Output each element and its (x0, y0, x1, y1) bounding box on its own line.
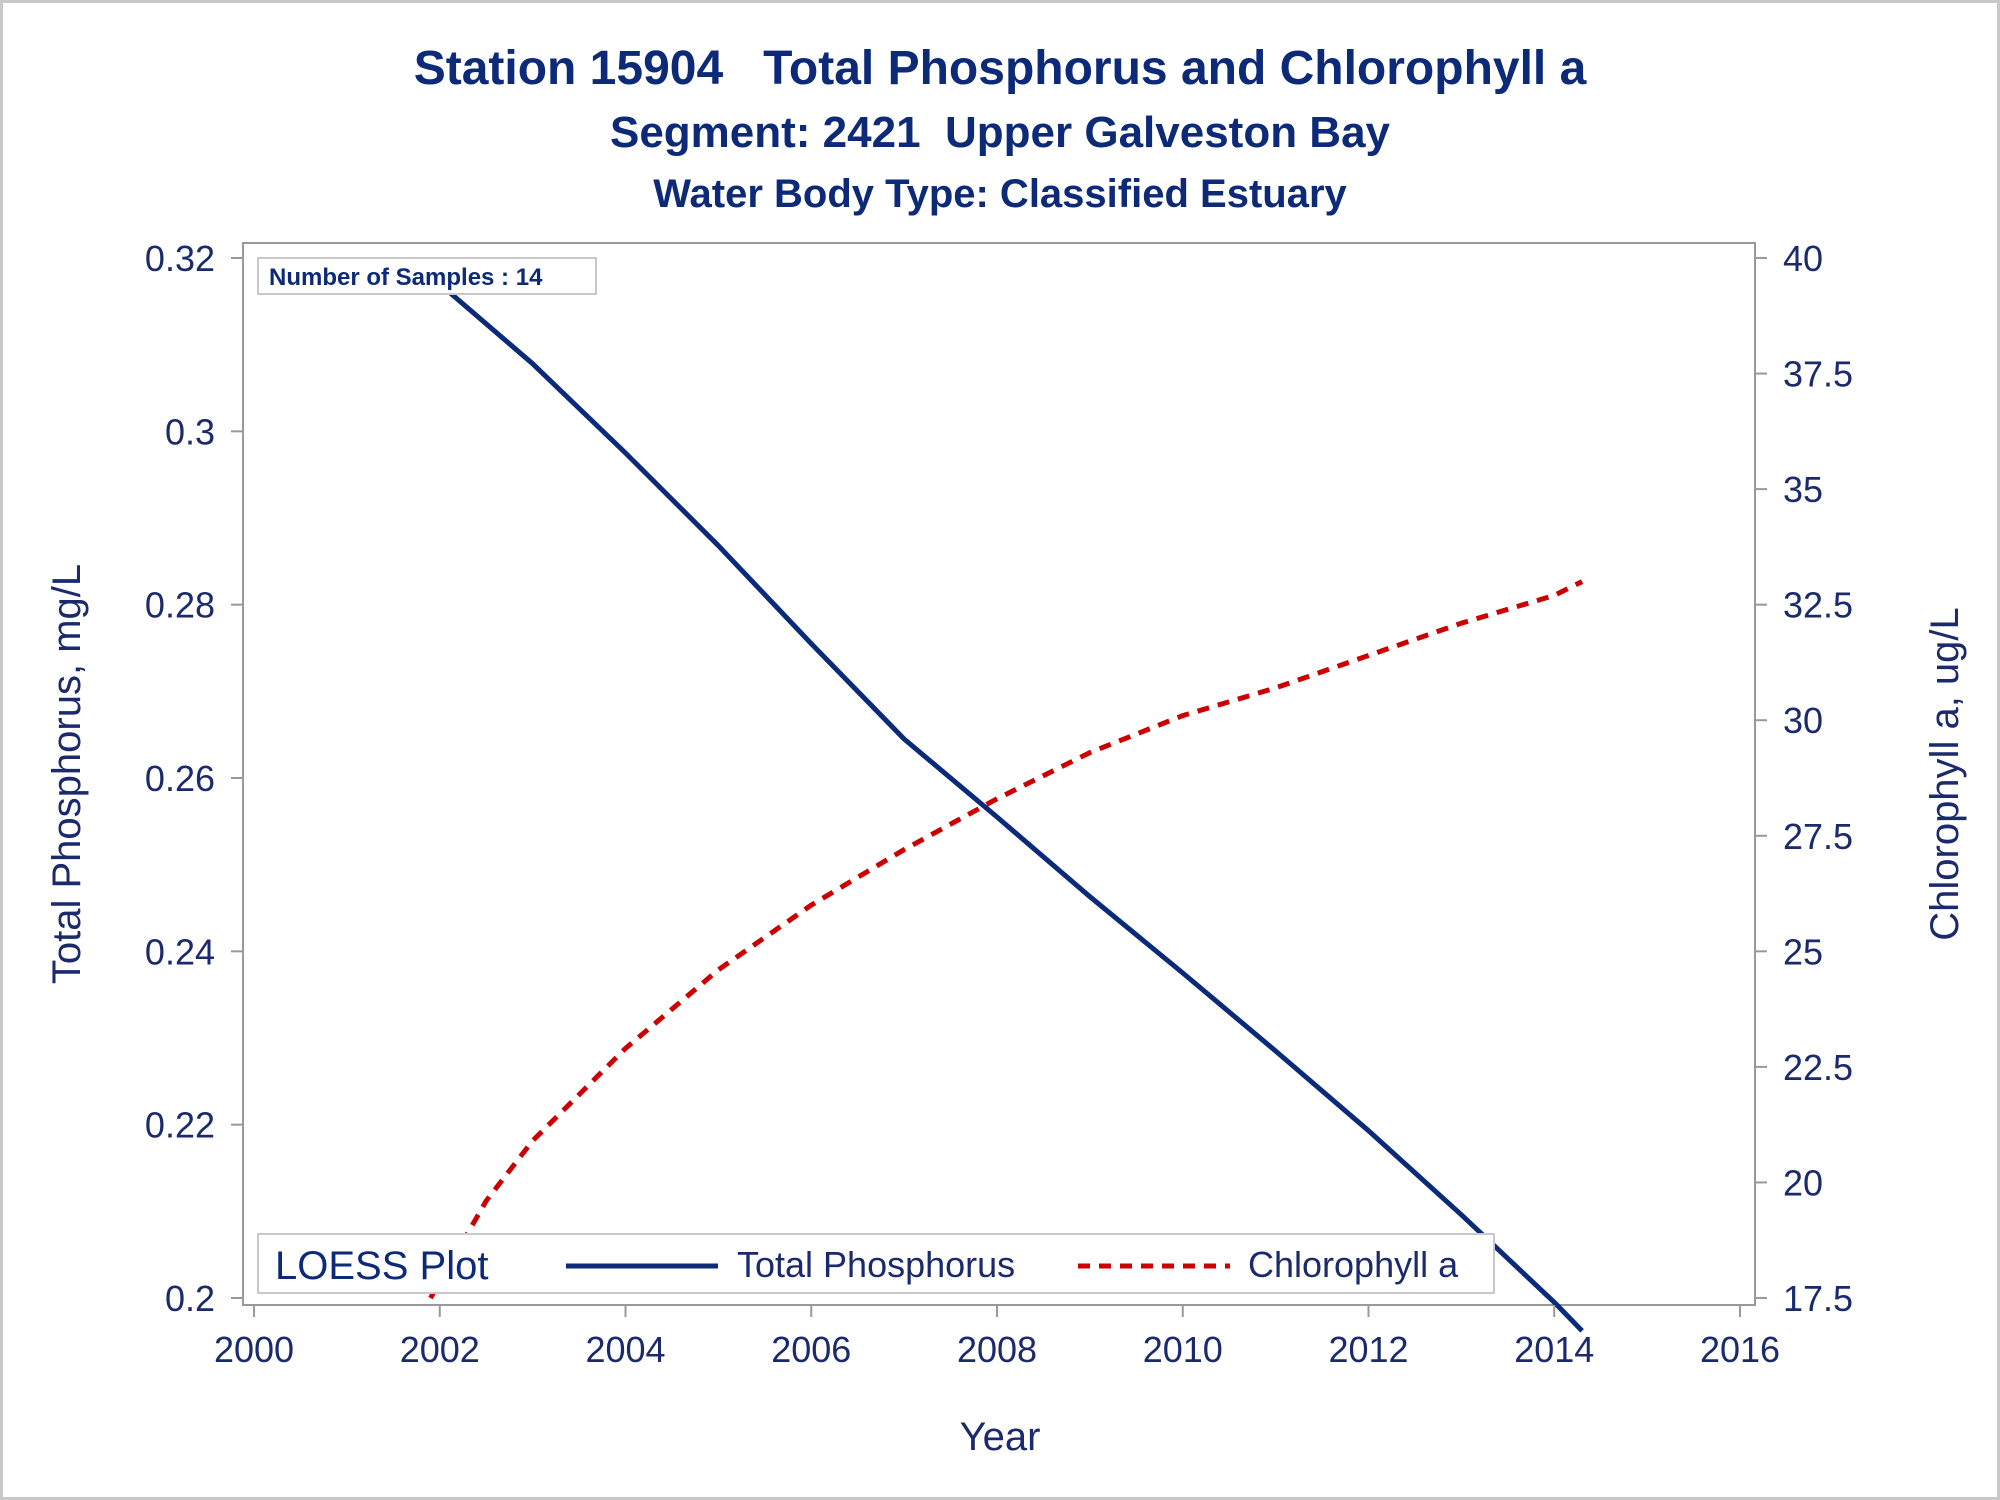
y-tick-label: 0.26 (145, 758, 215, 799)
phosphorus-series-line (438, 282, 1584, 1333)
y-tick-label: 0.22 (145, 1105, 215, 1146)
chart-title: Station 15904 Total Phosphorus and Chlor… (414, 42, 1587, 95)
x-tick-label: 2010 (1143, 1329, 1223, 1370)
x-tick-label: 2008 (957, 1329, 1037, 1370)
y2-tick-label: 20 (1783, 1162, 1823, 1203)
y2-tick-label: 35 (1783, 469, 1823, 510)
plot-area: 2000 2002 2004 2006 2008 2010 2012 2014 2016 0.2 0… (145, 238, 1853, 1370)
chart-subtitle-2: Water Body Type: Classified Estuary (653, 172, 1347, 216)
y-axis-label: Total Phosphorus, mg/L (45, 564, 89, 984)
legend-title: LOESS Plot (275, 1244, 488, 1288)
samples-inset-box (257, 257, 597, 295)
samples-inset-label: Number of Samples : 14 (269, 264, 543, 291)
x-tick-label: 2016 (1700, 1329, 1780, 1370)
x-tick-label: 2006 (771, 1329, 851, 1370)
legend-label-chlorophyll: Chlorophyll a (1248, 1244, 1459, 1285)
y-tick-label: 0.3 (165, 411, 215, 452)
x-tick-label: 2000 (214, 1329, 294, 1370)
y2-tick-label: 27.5 (1783, 816, 1853, 857)
legend-label-phosphorus: Total Phosphorus (737, 1244, 1015, 1285)
chlorophyll-series-line (428, 579, 1584, 1300)
y2-tick-label: 22.5 (1783, 1047, 1853, 1088)
y2-tick-label: 37.5 (1783, 354, 1853, 395)
y-tick-label: 0.24 (145, 931, 215, 972)
y2-tick-label: 30 (1783, 700, 1823, 741)
y2-tick-label: 40 (1783, 238, 1823, 279)
y-tick-label: 0.2 (165, 1278, 215, 1319)
x-tick-label: 2002 (400, 1329, 480, 1370)
x-tick-label: 2004 (585, 1329, 665, 1370)
y2-tick-label: 25 (1783, 931, 1823, 972)
samples-inset: Number of Samples : 14 (257, 257, 597, 295)
chart-subtitle: Segment: 2421 Upper Galveston Bay (610, 108, 1391, 157)
legend-box (257, 1233, 1495, 1294)
plot-frame (242, 242, 1756, 1306)
legend: LOESS Plot Total Phosphorus Chlorophyll … (257, 1233, 1495, 1294)
y-tick-label: 0.32 (145, 238, 215, 279)
x-tick-label: 2012 (1328, 1329, 1408, 1370)
y2-axis-label: Chlorophyll a, ug/L (1923, 607, 1967, 941)
y2-tick-label: 17.5 (1783, 1278, 1853, 1319)
y-tick-label: 0.28 (145, 585, 215, 626)
x-tick-label: 2014 (1514, 1329, 1594, 1370)
x-axis-label: Year (960, 1415, 1041, 1459)
y2-tick-label: 32.5 (1783, 585, 1853, 626)
